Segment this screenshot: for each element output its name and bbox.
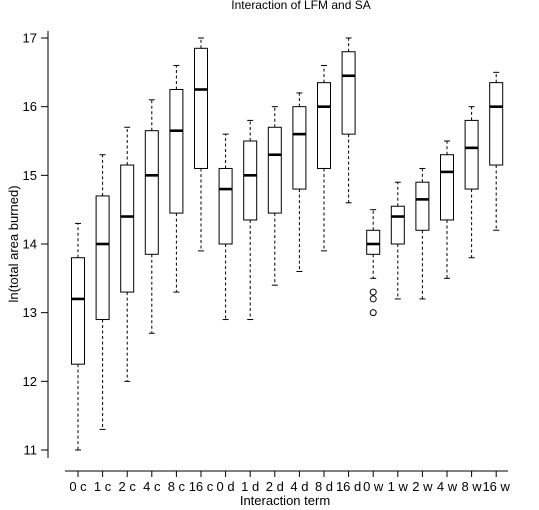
- x-tick-label: 2 d: [266, 479, 284, 494]
- x-tick-label: 8 w: [461, 479, 482, 494]
- box-series: [71, 37, 504, 451]
- box-group: [243, 119, 258, 321]
- iqr-box: [169, 89, 184, 214]
- iqr-box: [464, 119, 479, 190]
- iqr-box: [489, 82, 504, 166]
- box-group: [464, 106, 479, 259]
- box-group: [292, 92, 307, 272]
- iqr-box: [267, 126, 282, 214]
- iqr-box: [415, 181, 430, 231]
- x-tick-label: 16 d: [336, 479, 361, 494]
- x-tick-label: 1 c: [94, 479, 112, 494]
- x-tick-label: 1 d: [241, 479, 259, 494]
- y-tick-label: 11: [24, 443, 38, 458]
- iqr-box: [440, 154, 454, 221]
- x-tick-label: 8 d: [315, 479, 333, 494]
- box-group: [120, 126, 135, 382]
- x-tick-label: 16 c: [189, 479, 214, 494]
- iqr-box: [194, 47, 208, 169]
- x-tick-label: 2 w: [412, 479, 433, 494]
- iqr-box: [366, 229, 381, 255]
- x-axis-title: Interaction term: [240, 493, 330, 508]
- y-tick-label: 12: [23, 374, 37, 389]
- iqr-box: [390, 205, 405, 245]
- x-tick-label: 16 w: [482, 479, 510, 494]
- x-tick-label: 4 c: [143, 479, 161, 494]
- box-group: [267, 106, 282, 286]
- box-group: [317, 64, 331, 252]
- box-group: [218, 133, 233, 321]
- box-group: [440, 140, 454, 279]
- box-group: [71, 222, 85, 451]
- iqr-box: [218, 167, 233, 245]
- x-tick-label: 0 c: [69, 479, 87, 494]
- box-group: [489, 71, 504, 231]
- outlier-point: [369, 288, 377, 296]
- box-group: [341, 37, 356, 204]
- outlier-point: [369, 309, 377, 317]
- y-axis: 11 12 13 14 15 16 17: [23, 31, 48, 458]
- box-group: [144, 99, 159, 334]
- y-tick-label: 14: [23, 237, 37, 252]
- y-axis-title: ln(total area burned): [6, 185, 21, 302]
- x-tick-label: 4 d: [290, 479, 308, 494]
- iqr-box: [292, 106, 307, 190]
- y-tick-label: 17: [23, 31, 37, 46]
- outlier-point: [369, 295, 377, 303]
- iqr-box: [71, 257, 85, 365]
- x-tick-label: 2 c: [119, 479, 137, 494]
- box-group: [95, 154, 110, 430]
- iqr-box: [317, 82, 331, 169]
- x-tick-label: 4 w: [437, 479, 458, 494]
- box-group: [169, 64, 184, 293]
- iqr-box: [95, 195, 110, 321]
- y-tick-label: 16: [23, 99, 37, 114]
- x-tick-label: 0 w: [363, 479, 384, 494]
- x-tick-label: 8 c: [168, 479, 186, 494]
- box-group: [415, 167, 430, 300]
- y-tick-label: 15: [23, 168, 37, 183]
- iqr-box: [243, 140, 258, 221]
- chart-title: Interaction of LFM and SA: [231, 0, 370, 12]
- iqr-box: [341, 51, 356, 135]
- x-tick-label: 0 d: [217, 479, 235, 494]
- y-tick-label: 13: [23, 305, 37, 320]
- box-group: [390, 181, 405, 300]
- box-group: [366, 209, 381, 317]
- iqr-box: [144, 130, 159, 255]
- iqr-box: [120, 164, 135, 293]
- box-group: [194, 37, 208, 252]
- x-tick-label: 1 w: [388, 479, 409, 494]
